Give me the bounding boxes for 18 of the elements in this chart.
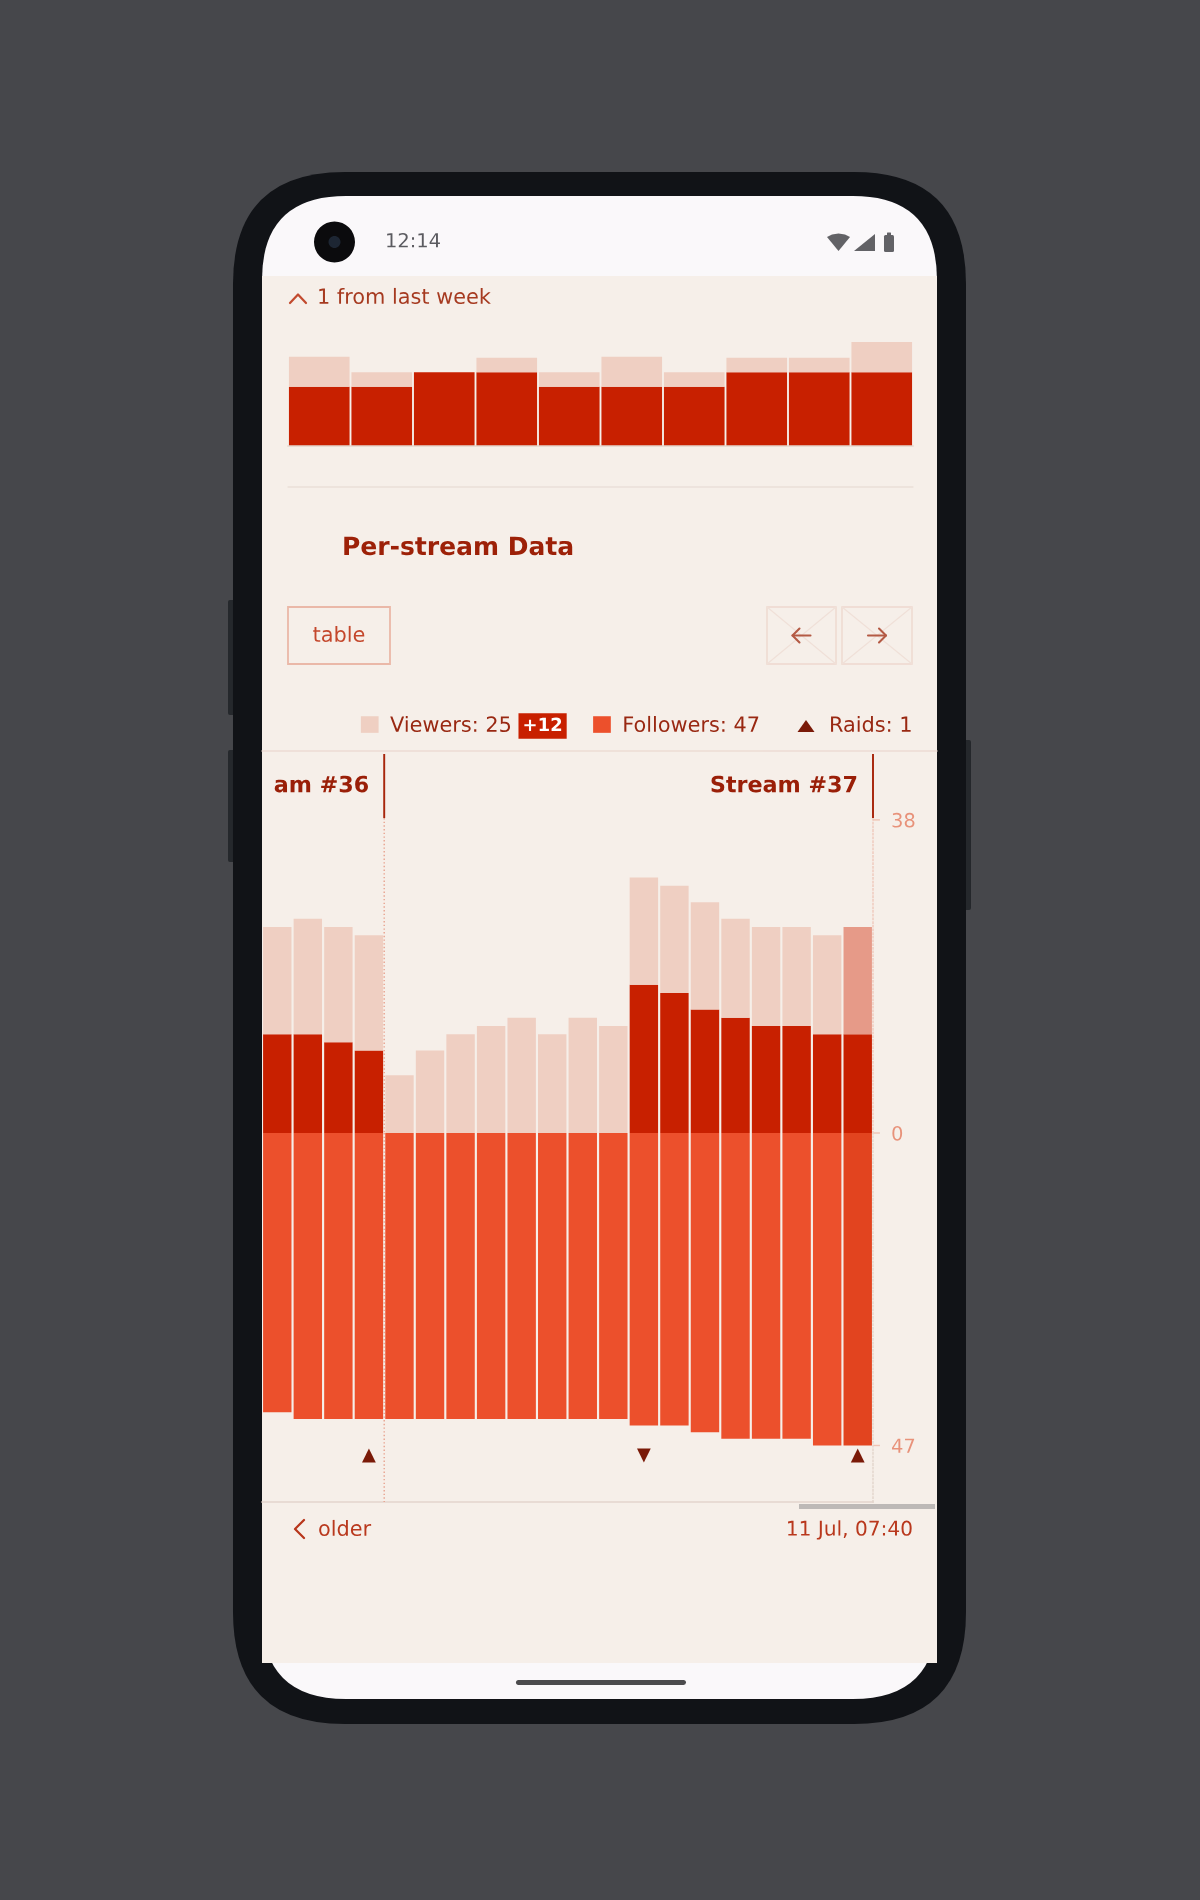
legend-label: Followers: 47 xyxy=(624,715,759,733)
x-tick-label: ▲ xyxy=(850,1448,865,1463)
chart-title: Per-stream Data xyxy=(344,536,573,556)
text: Raids: 1 xyxy=(831,715,911,733)
text: older xyxy=(319,1519,372,1537)
y-tick-label: 47 xyxy=(892,1438,915,1453)
text: 11 Jul, 07:40 xyxy=(788,1520,912,1540)
y-tick-label: 38 xyxy=(892,812,915,828)
text: table xyxy=(313,625,365,643)
x-tick-label: ▼ xyxy=(636,1448,651,1463)
y-tick-label: 0 xyxy=(892,1125,903,1141)
text: +12 xyxy=(524,717,562,731)
legend-label: Viewers: 25 xyxy=(390,715,511,733)
annotation: Stream #37 xyxy=(711,775,857,793)
x-tick-label: ▲ xyxy=(362,1448,376,1463)
annotation: am #36 xyxy=(274,775,368,793)
text: 1 from last week xyxy=(319,287,491,305)
text: 12:14 xyxy=(387,232,440,248)
